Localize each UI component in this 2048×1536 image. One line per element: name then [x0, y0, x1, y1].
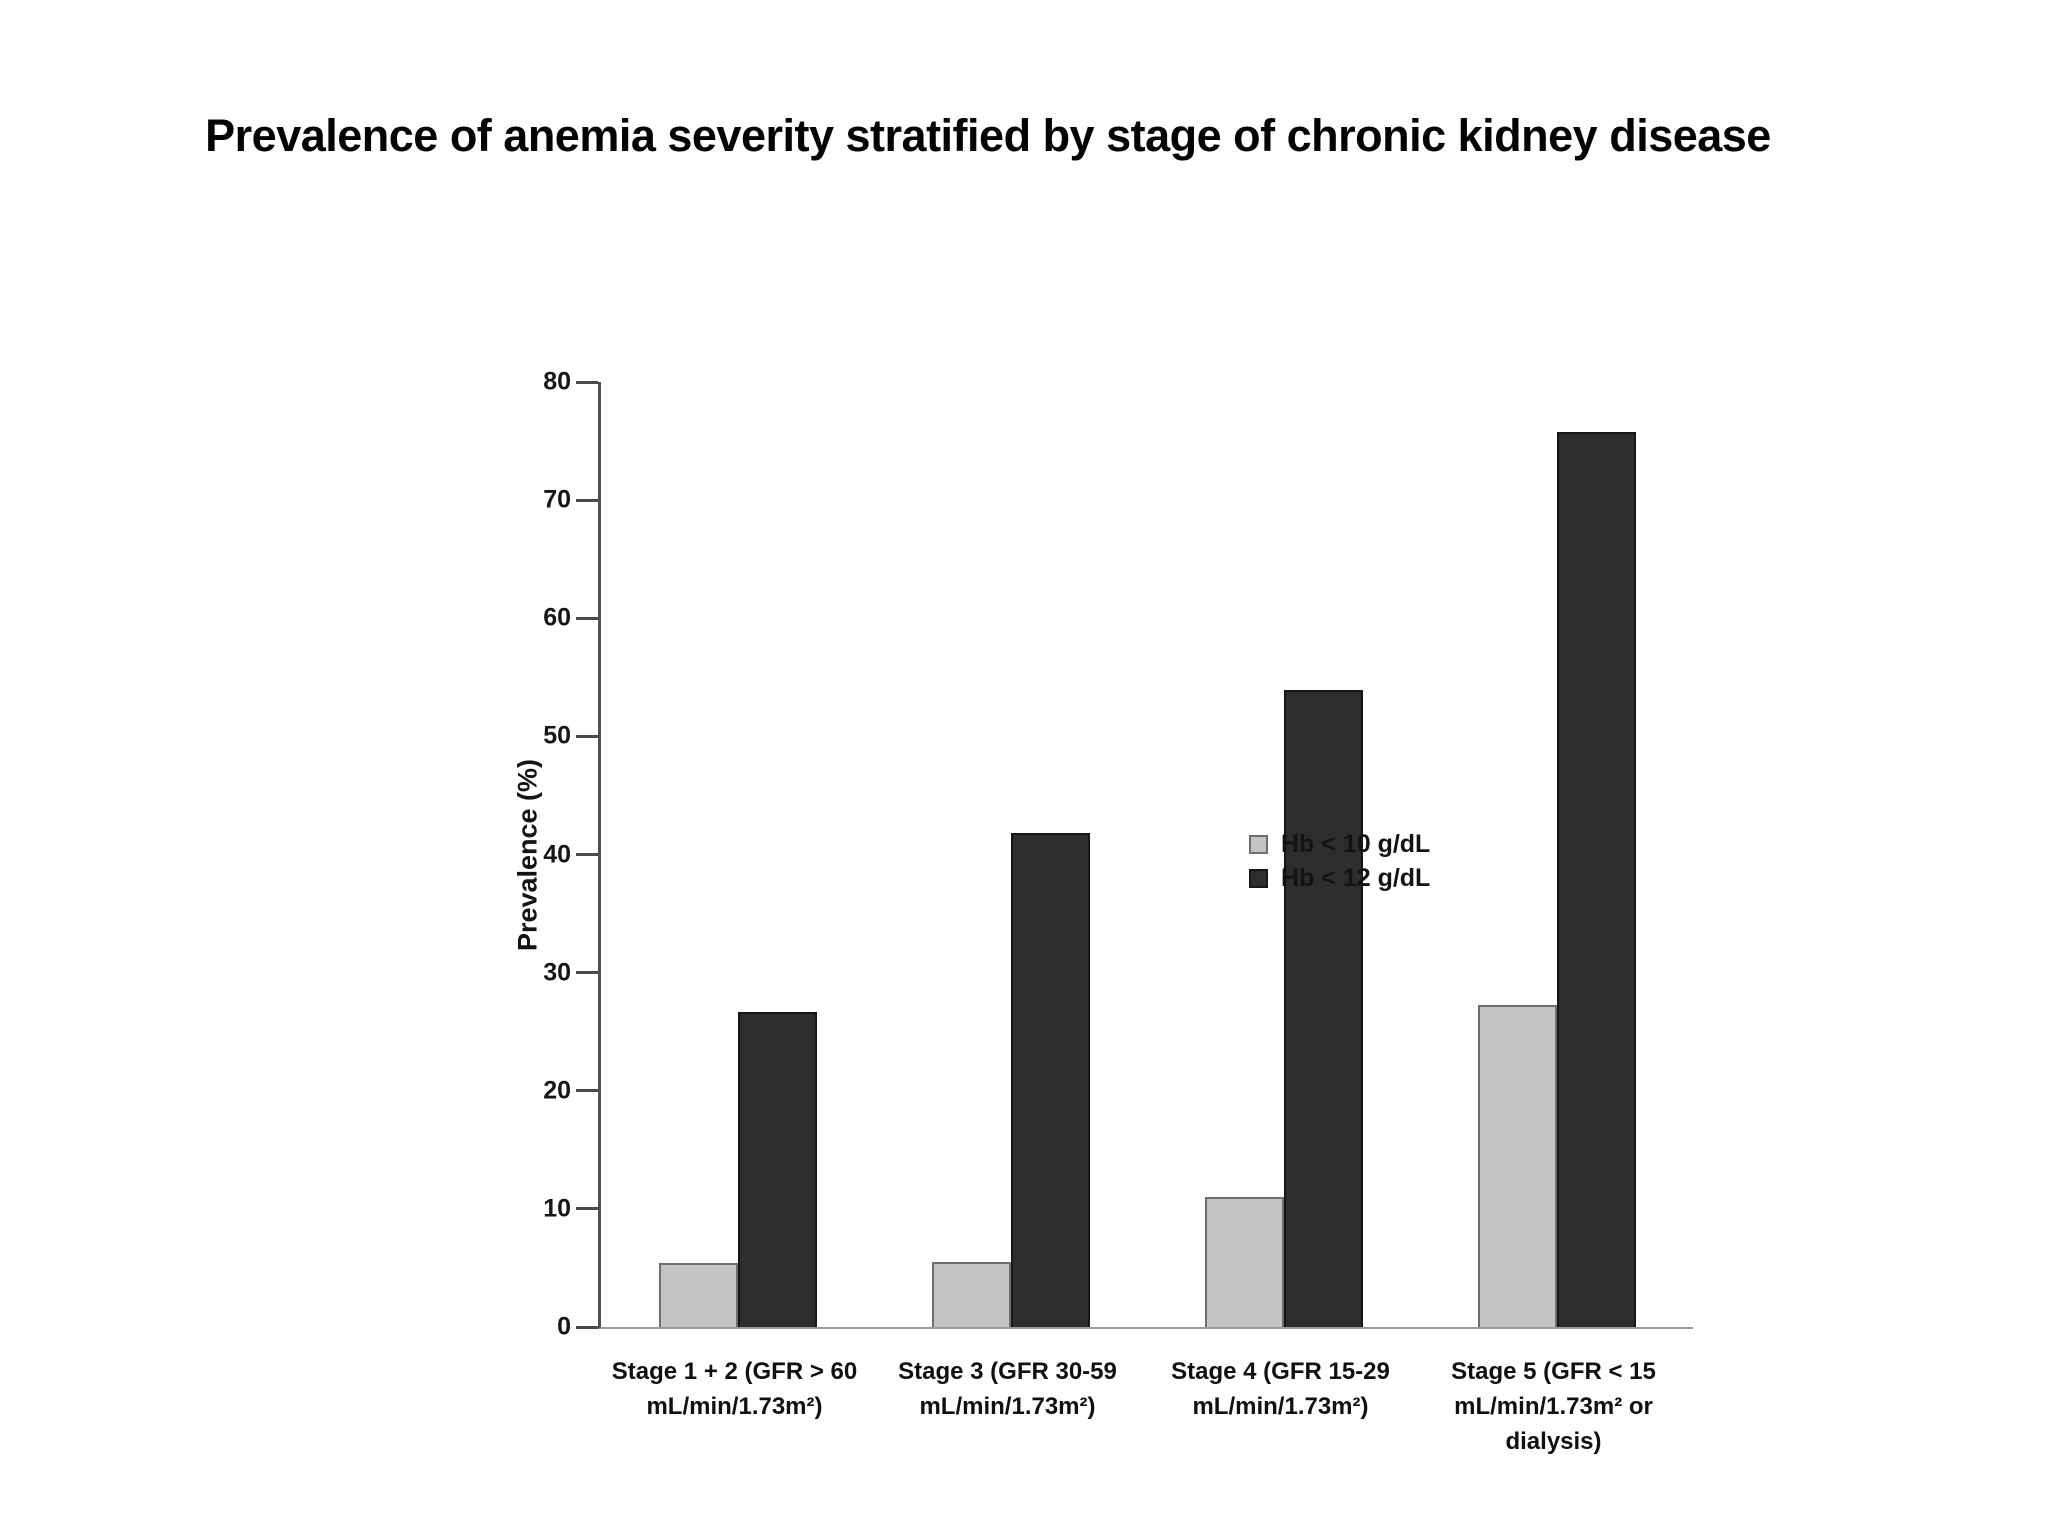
legend-swatch-icon: [1249, 835, 1268, 854]
y-tick: [576, 1325, 598, 1329]
y-tick: [576, 616, 598, 620]
y-tick-label: 0: [557, 1312, 571, 1341]
legend-swatch-icon: [1249, 869, 1268, 888]
y-tick: [576, 734, 598, 738]
bar-hb-lt-10: [658, 1263, 738, 1327]
bar-hb-lt-10: [1477, 1004, 1557, 1327]
plot-area: 0 10 20 30 40 50 60 70 80 Hb < 10 g/dL Hb < 12 g/…: [543, 369, 1693, 1339]
y-tick-label: 10: [543, 1194, 571, 1223]
bar-hb-lt-10: [931, 1262, 1011, 1327]
legend-item: Hb < 10 g/dL: [1249, 832, 1430, 857]
y-tick-label: 50: [543, 721, 571, 750]
chart-legend: Hb < 10 g/dL Hb < 12 g/dL: [1249, 832, 1430, 891]
y-tick-label: 30: [543, 958, 571, 987]
category-label: Stage 1 + 2 (GFR > 60 mL/min/1.73m²): [611, 1358, 858, 1420]
bar-group: [931, 833, 1090, 1327]
y-tick: [576, 380, 598, 384]
y-tick: [576, 853, 598, 856]
category-label: Stage 5 (GFR < 15 mL/min/1.73m² or dialy…: [1451, 1358, 1656, 1455]
y-tick: [576, 1207, 598, 1211]
bar-hb-lt-12: [1283, 690, 1363, 1327]
legend-item: Hb < 12 g/dL: [1249, 866, 1430, 891]
bar-hb-lt-12: [1010, 833, 1090, 1327]
y-tick-label: 80: [543, 367, 571, 396]
bar-hb-lt-12: [737, 1011, 817, 1327]
y-tick: [576, 1089, 598, 1093]
y-axis-title: Prevalence (%): [512, 758, 543, 952]
legend-label: Hb < 12 g/dL: [1281, 864, 1431, 892]
y-tick-label: 20: [543, 1076, 571, 1105]
bar-group: [1477, 431, 1636, 1327]
legend-label: Hb < 10 g/dL: [1281, 830, 1431, 858]
y-tick-label: 40: [543, 840, 571, 868]
y-tick-label: 60: [543, 603, 571, 632]
y-tick: [576, 498, 598, 502]
category-label: Stage 3 (GFR 30-59 mL/min/1.73m²): [898, 1358, 1117, 1420]
category-label: Stage 4 (GFR 15-29 mL/min/1.73m²): [1171, 1358, 1390, 1420]
y-tick: [576, 971, 598, 975]
bar-group: [658, 1011, 817, 1327]
bar-hb-lt-10: [1204, 1197, 1284, 1327]
bar-group: [1204, 690, 1363, 1327]
y-tick-label: 70: [543, 485, 571, 514]
page-title: Prevalence of anemia severity stratified…: [205, 110, 1771, 161]
bar-hb-lt-12: [1556, 431, 1636, 1327]
